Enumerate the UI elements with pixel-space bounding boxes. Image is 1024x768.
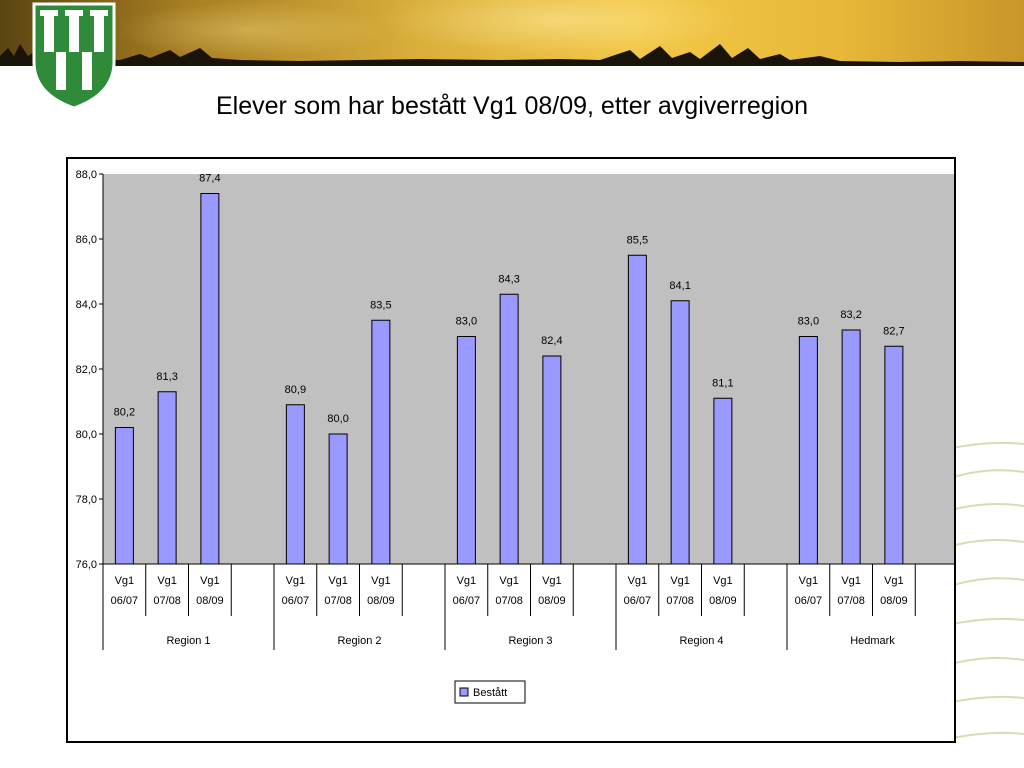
category-label-line1: Vg1 xyxy=(670,575,690,587)
page-title: Elever som har bestått Vg1 08/09, etter … xyxy=(216,92,808,120)
group-label: Region 1 xyxy=(166,635,210,647)
plot-area xyxy=(103,174,954,564)
data-label: 81,3 xyxy=(156,371,177,383)
data-label: 81,1 xyxy=(712,377,733,389)
group-label: Hedmark xyxy=(850,635,895,647)
chart-frame: 76,0 78,0 80,0 82,0 84,0 86,0 88,0 80,2 Vg1 06/07… xyxy=(66,157,956,743)
data-label: 87,4 xyxy=(199,173,220,185)
category-label-line1: Vg1 xyxy=(628,575,648,587)
bar xyxy=(285,404,305,565)
bar xyxy=(542,355,562,565)
data-label: 80,2 xyxy=(114,407,135,419)
category-label-line1: Vg1 xyxy=(157,575,177,587)
bar xyxy=(200,193,220,565)
data-label: 83,5 xyxy=(370,299,391,311)
bar-chart: 76,0 78,0 80,0 82,0 84,0 86,0 88,0 80,2 Vg1 06/07… xyxy=(76,169,954,704)
category-label-line1: Vg1 xyxy=(457,575,477,587)
category-label-line2: 08/09 xyxy=(880,595,908,607)
category-label-line2: 06/07 xyxy=(453,595,481,607)
legend-box xyxy=(454,680,526,704)
category-label-line2: 07/08 xyxy=(837,595,865,607)
category-label-line1: Vg1 xyxy=(286,575,306,587)
data-label: 85,5 xyxy=(627,234,648,246)
category-label-line1: Vg1 xyxy=(799,575,819,587)
category-label-line1: Vg1 xyxy=(841,575,861,587)
bar xyxy=(841,329,861,565)
category-label-line2: 06/07 xyxy=(624,595,652,607)
data-label: 83,2 xyxy=(840,309,861,321)
bar xyxy=(371,319,391,565)
category-label-line1: Vg1 xyxy=(499,575,519,587)
bar xyxy=(798,336,818,565)
data-label: 83,0 xyxy=(798,316,819,328)
category-label-line2: 08/09 xyxy=(367,595,395,607)
category-label-line2: 06/07 xyxy=(795,595,823,607)
county-crest-icon xyxy=(32,2,116,110)
category-label-line2: 07/08 xyxy=(666,595,694,607)
bar xyxy=(884,345,904,565)
y-tick-label: 84,0 xyxy=(76,299,97,311)
header-banner xyxy=(0,0,1024,66)
group-label: Region 3 xyxy=(508,635,552,647)
bar xyxy=(499,293,519,565)
y-tick-label: 82,0 xyxy=(76,364,97,376)
data-label: 84,3 xyxy=(498,273,519,285)
category-label-line2: 07/08 xyxy=(324,595,352,607)
category-label-line2: 08/09 xyxy=(709,595,737,607)
data-label: 84,1 xyxy=(669,280,690,292)
group-label: Region 2 xyxy=(337,635,381,647)
group-label: Region 4 xyxy=(679,635,723,647)
legend-label: Bestått xyxy=(473,687,507,699)
category-label-line1: Vg1 xyxy=(542,575,562,587)
y-tick-label: 88,0 xyxy=(76,169,97,181)
bar xyxy=(627,254,647,565)
bar xyxy=(157,391,177,565)
category-label-line1: Vg1 xyxy=(884,575,904,587)
bar xyxy=(456,336,476,565)
category-label-line1: Vg1 xyxy=(328,575,348,587)
bar xyxy=(713,397,733,565)
category-label-line1: Vg1 xyxy=(713,575,733,587)
category-label-line2: 08/09 xyxy=(196,595,224,607)
bar xyxy=(114,427,134,565)
y-tick-label: 78,0 xyxy=(76,494,97,506)
decorative-swoosh-icon xyxy=(944,441,1024,741)
data-label: 82,4 xyxy=(541,335,562,347)
data-label: 80,0 xyxy=(327,413,348,425)
y-tick-label: 86,0 xyxy=(76,234,97,246)
category-label-line2: 08/09 xyxy=(538,595,566,607)
y-tick-label: 80,0 xyxy=(76,429,97,441)
category-label-line2: 07/08 xyxy=(495,595,523,607)
bar xyxy=(670,300,690,565)
category-label-line1: Vg1 xyxy=(200,575,220,587)
data-label: 83,0 xyxy=(456,316,477,328)
category-label-line1: Vg1 xyxy=(115,575,135,587)
category-label-line2: 06/07 xyxy=(111,595,139,607)
data-label: 80,9 xyxy=(285,384,306,396)
data-label: 82,7 xyxy=(883,325,904,337)
forest-silhouette-icon xyxy=(0,44,1024,66)
bar xyxy=(328,433,348,565)
y-tick-label: 76,0 xyxy=(76,559,97,571)
category-label-line2: 06/07 xyxy=(282,595,310,607)
category-label-line1: Vg1 xyxy=(371,575,391,587)
category-label-line2: 07/08 xyxy=(153,595,181,607)
legend-swatch xyxy=(459,687,469,697)
